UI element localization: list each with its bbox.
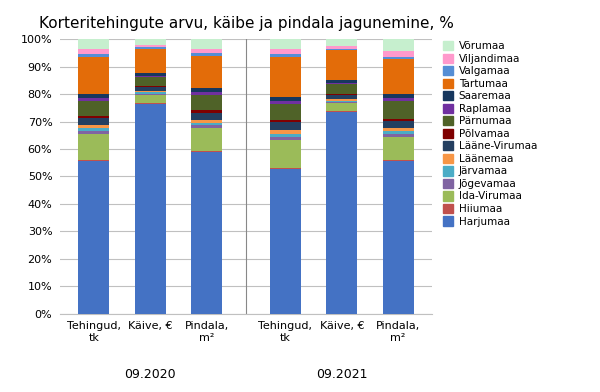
Bar [270, 169, 301, 314]
Bar [79, 128, 109, 131]
Bar [383, 51, 413, 56]
Bar [326, 39, 358, 46]
Bar [270, 56, 301, 97]
Legend: Võrumaa, Viljandimaa, Valgamaa, Tartumaa, Saaremaa, Raplamaa, Pärnumaa, Põlvamaa: Võrumaa, Viljandimaa, Valgamaa, Tartumaa… [441, 39, 539, 229]
Bar [383, 128, 413, 131]
Bar [79, 125, 109, 128]
Bar [191, 152, 222, 314]
Bar [326, 84, 358, 94]
Title: Korteritehingute arvu, käibe ja pindala jagunemine, %: Korteritehingute arvu, käibe ja pindala … [38, 16, 454, 31]
Bar [383, 121, 413, 128]
Bar [270, 122, 301, 129]
Bar [383, 94, 413, 98]
Bar [383, 119, 413, 121]
Bar [326, 103, 358, 111]
Bar [326, 95, 358, 99]
Bar [191, 120, 222, 123]
Bar [79, 98, 109, 101]
Bar [79, 94, 109, 98]
Bar [270, 137, 301, 140]
Bar [270, 97, 301, 101]
Bar [383, 131, 413, 134]
Bar [270, 101, 301, 104]
Bar [134, 49, 166, 73]
Bar [134, 77, 166, 85]
Text: 09.2020: 09.2020 [124, 368, 176, 381]
Bar [134, 85, 166, 87]
Bar [326, 46, 358, 49]
Bar [191, 49, 222, 53]
Bar [383, 160, 413, 314]
Bar [326, 99, 358, 101]
Bar [79, 118, 109, 125]
Bar [326, 80, 358, 83]
Bar [270, 104, 301, 120]
Bar [326, 94, 358, 95]
Bar [270, 120, 301, 122]
Bar [270, 49, 301, 54]
Bar [134, 73, 166, 76]
Bar [79, 56, 109, 94]
Bar [79, 39, 109, 49]
Bar [270, 134, 301, 137]
Bar [79, 131, 109, 134]
Bar [191, 113, 222, 120]
Bar [134, 45, 166, 47]
Bar [134, 76, 166, 77]
Bar [191, 125, 222, 128]
Bar [134, 94, 166, 95]
Bar [191, 92, 222, 94]
Bar [270, 129, 301, 134]
Bar [191, 56, 222, 87]
Bar [191, 151, 222, 152]
Bar [191, 94, 222, 110]
Bar [134, 93, 166, 94]
Bar [383, 101, 413, 119]
Bar [383, 134, 413, 137]
Bar [270, 39, 301, 49]
Bar [79, 116, 109, 118]
Bar [326, 50, 358, 80]
Bar [134, 87, 166, 91]
Bar [383, 98, 413, 101]
Bar [134, 91, 166, 93]
Bar [326, 101, 358, 102]
Bar [383, 60, 413, 94]
Bar [134, 95, 166, 103]
Bar [191, 110, 222, 113]
Bar [383, 137, 413, 160]
Bar [270, 140, 301, 169]
Bar [326, 112, 358, 314]
Bar [191, 53, 222, 56]
Bar [79, 49, 109, 54]
Bar [191, 123, 222, 125]
Bar [191, 39, 222, 49]
Bar [326, 49, 358, 50]
Bar [270, 54, 301, 56]
Bar [79, 54, 109, 56]
Bar [134, 39, 166, 45]
Bar [383, 56, 413, 60]
Bar [191, 128, 222, 151]
Text: 09.2021: 09.2021 [316, 368, 368, 381]
Bar [79, 134, 109, 160]
Bar [79, 160, 109, 314]
Bar [134, 47, 166, 49]
Bar [383, 39, 413, 51]
Bar [134, 103, 166, 314]
Bar [191, 87, 222, 92]
Bar [326, 102, 358, 103]
Bar [326, 83, 358, 84]
Bar [79, 101, 109, 116]
